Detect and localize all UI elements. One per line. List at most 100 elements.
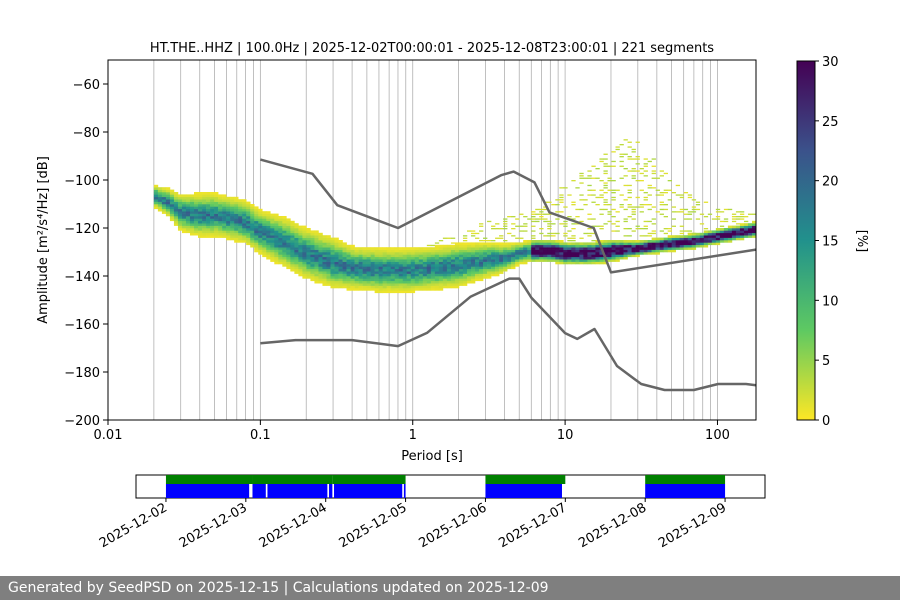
psd-cell — [595, 196, 600, 199]
psd-cell — [575, 256, 580, 260]
psd-cell — [290, 223, 295, 226]
psd-cell — [531, 254, 536, 258]
psd-cell — [479, 225, 484, 227]
psd-cell — [583, 261, 588, 265]
psd-cell — [202, 192, 207, 195]
psd-cell — [575, 216, 580, 218]
psd-cell — [242, 208, 247, 212]
psd-cell — [715, 230, 721, 234]
psd-cell — [683, 208, 689, 211]
psd-cell — [571, 254, 576, 258]
psd-cell — [330, 237, 335, 241]
psd-cell — [246, 201, 251, 205]
psd-cell — [430, 259, 436, 262]
psd-cell — [579, 242, 584, 246]
psd-cell — [643, 196, 648, 199]
psd-cell — [222, 216, 227, 219]
psd-cell — [274, 216, 279, 219]
psd-cell — [153, 204, 159, 207]
psd-cell — [402, 261, 408, 265]
psd-cell — [378, 254, 383, 258]
psd-cell — [314, 244, 319, 248]
psd-cell — [330, 261, 335, 265]
psd-cell — [318, 268, 323, 272]
psd-cell — [189, 220, 195, 224]
psd-cell — [258, 232, 263, 236]
psd-cell — [623, 240, 628, 243]
psd-cell — [370, 288, 375, 291]
psd-cell — [414, 247, 420, 250]
psd-cell — [282, 237, 287, 241]
psd-cell — [695, 240, 701, 243]
psd-cell — [519, 252, 524, 255]
psd-cell — [414, 254, 420, 258]
psd-cell — [699, 240, 705, 243]
psd-cell — [374, 290, 379, 294]
psd-cell — [185, 216, 191, 219]
psd-cell — [169, 204, 175, 207]
psd-cell — [294, 256, 299, 260]
psd-cell — [470, 244, 476, 248]
psd-cell — [611, 240, 616, 243]
psd-cell — [555, 252, 560, 255]
psd-cell — [410, 247, 416, 250]
psd-cell — [426, 271, 432, 274]
psd-cell — [555, 240, 560, 243]
psd-cell — [378, 278, 383, 282]
psd-cell — [659, 242, 664, 246]
psd-cell — [169, 208, 175, 212]
psd-cell — [338, 285, 343, 289]
psd-cell — [643, 225, 648, 227]
psd-cell — [286, 252, 291, 255]
psd-cell — [587, 254, 592, 258]
psd-cell — [181, 196, 187, 200]
psd-cell — [635, 196, 640, 199]
psd-cell — [438, 268, 444, 272]
psd-cell — [603, 187, 608, 189]
psd-cell — [222, 235, 227, 238]
psd-cell — [258, 228, 263, 231]
psd-cell — [202, 218, 207, 222]
psd-cell — [214, 208, 219, 212]
psd-cell — [350, 244, 355, 248]
psd-cell — [198, 232, 203, 236]
psd-cell — [623, 252, 628, 255]
psd-cell — [254, 230, 259, 234]
psd-cell — [322, 256, 327, 260]
psd-cell — [591, 242, 596, 246]
psd-cell — [422, 249, 428, 253]
psd-cell — [161, 206, 167, 210]
psd-cell — [470, 268, 476, 272]
psd-cell — [238, 240, 243, 243]
psd-cell — [394, 252, 400, 255]
psd-cell — [551, 232, 556, 235]
psd-cell — [679, 194, 685, 196]
psd-cell — [258, 213, 263, 217]
psd-cell — [551, 240, 556, 243]
psd-cell — [559, 194, 564, 196]
psd-cell — [458, 261, 464, 265]
psd-cell — [322, 242, 327, 246]
psd-cell — [330, 259, 335, 262]
psd-cell — [198, 208, 203, 212]
psd-cell — [386, 276, 392, 279]
psd-cell — [607, 249, 612, 253]
psd-cell — [731, 220, 737, 223]
psd-cell — [623, 199, 628, 201]
psd-cell — [623, 242, 628, 246]
psd-cell — [206, 228, 211, 231]
psd-cell — [511, 235, 516, 237]
psd-cell — [189, 204, 195, 207]
psd-cell — [290, 232, 295, 236]
psd-cell — [410, 266, 416, 270]
psd-cell — [639, 252, 644, 255]
psd-cell — [647, 160, 652, 163]
psd-cell — [234, 230, 239, 234]
psd-cell — [595, 252, 600, 255]
psd-cell — [611, 254, 616, 258]
psd-cell — [370, 247, 375, 250]
psd-cell — [635, 240, 640, 243]
psd-cell — [414, 283, 420, 286]
psd-cell — [663, 244, 668, 248]
psd-cell — [462, 252, 468, 255]
